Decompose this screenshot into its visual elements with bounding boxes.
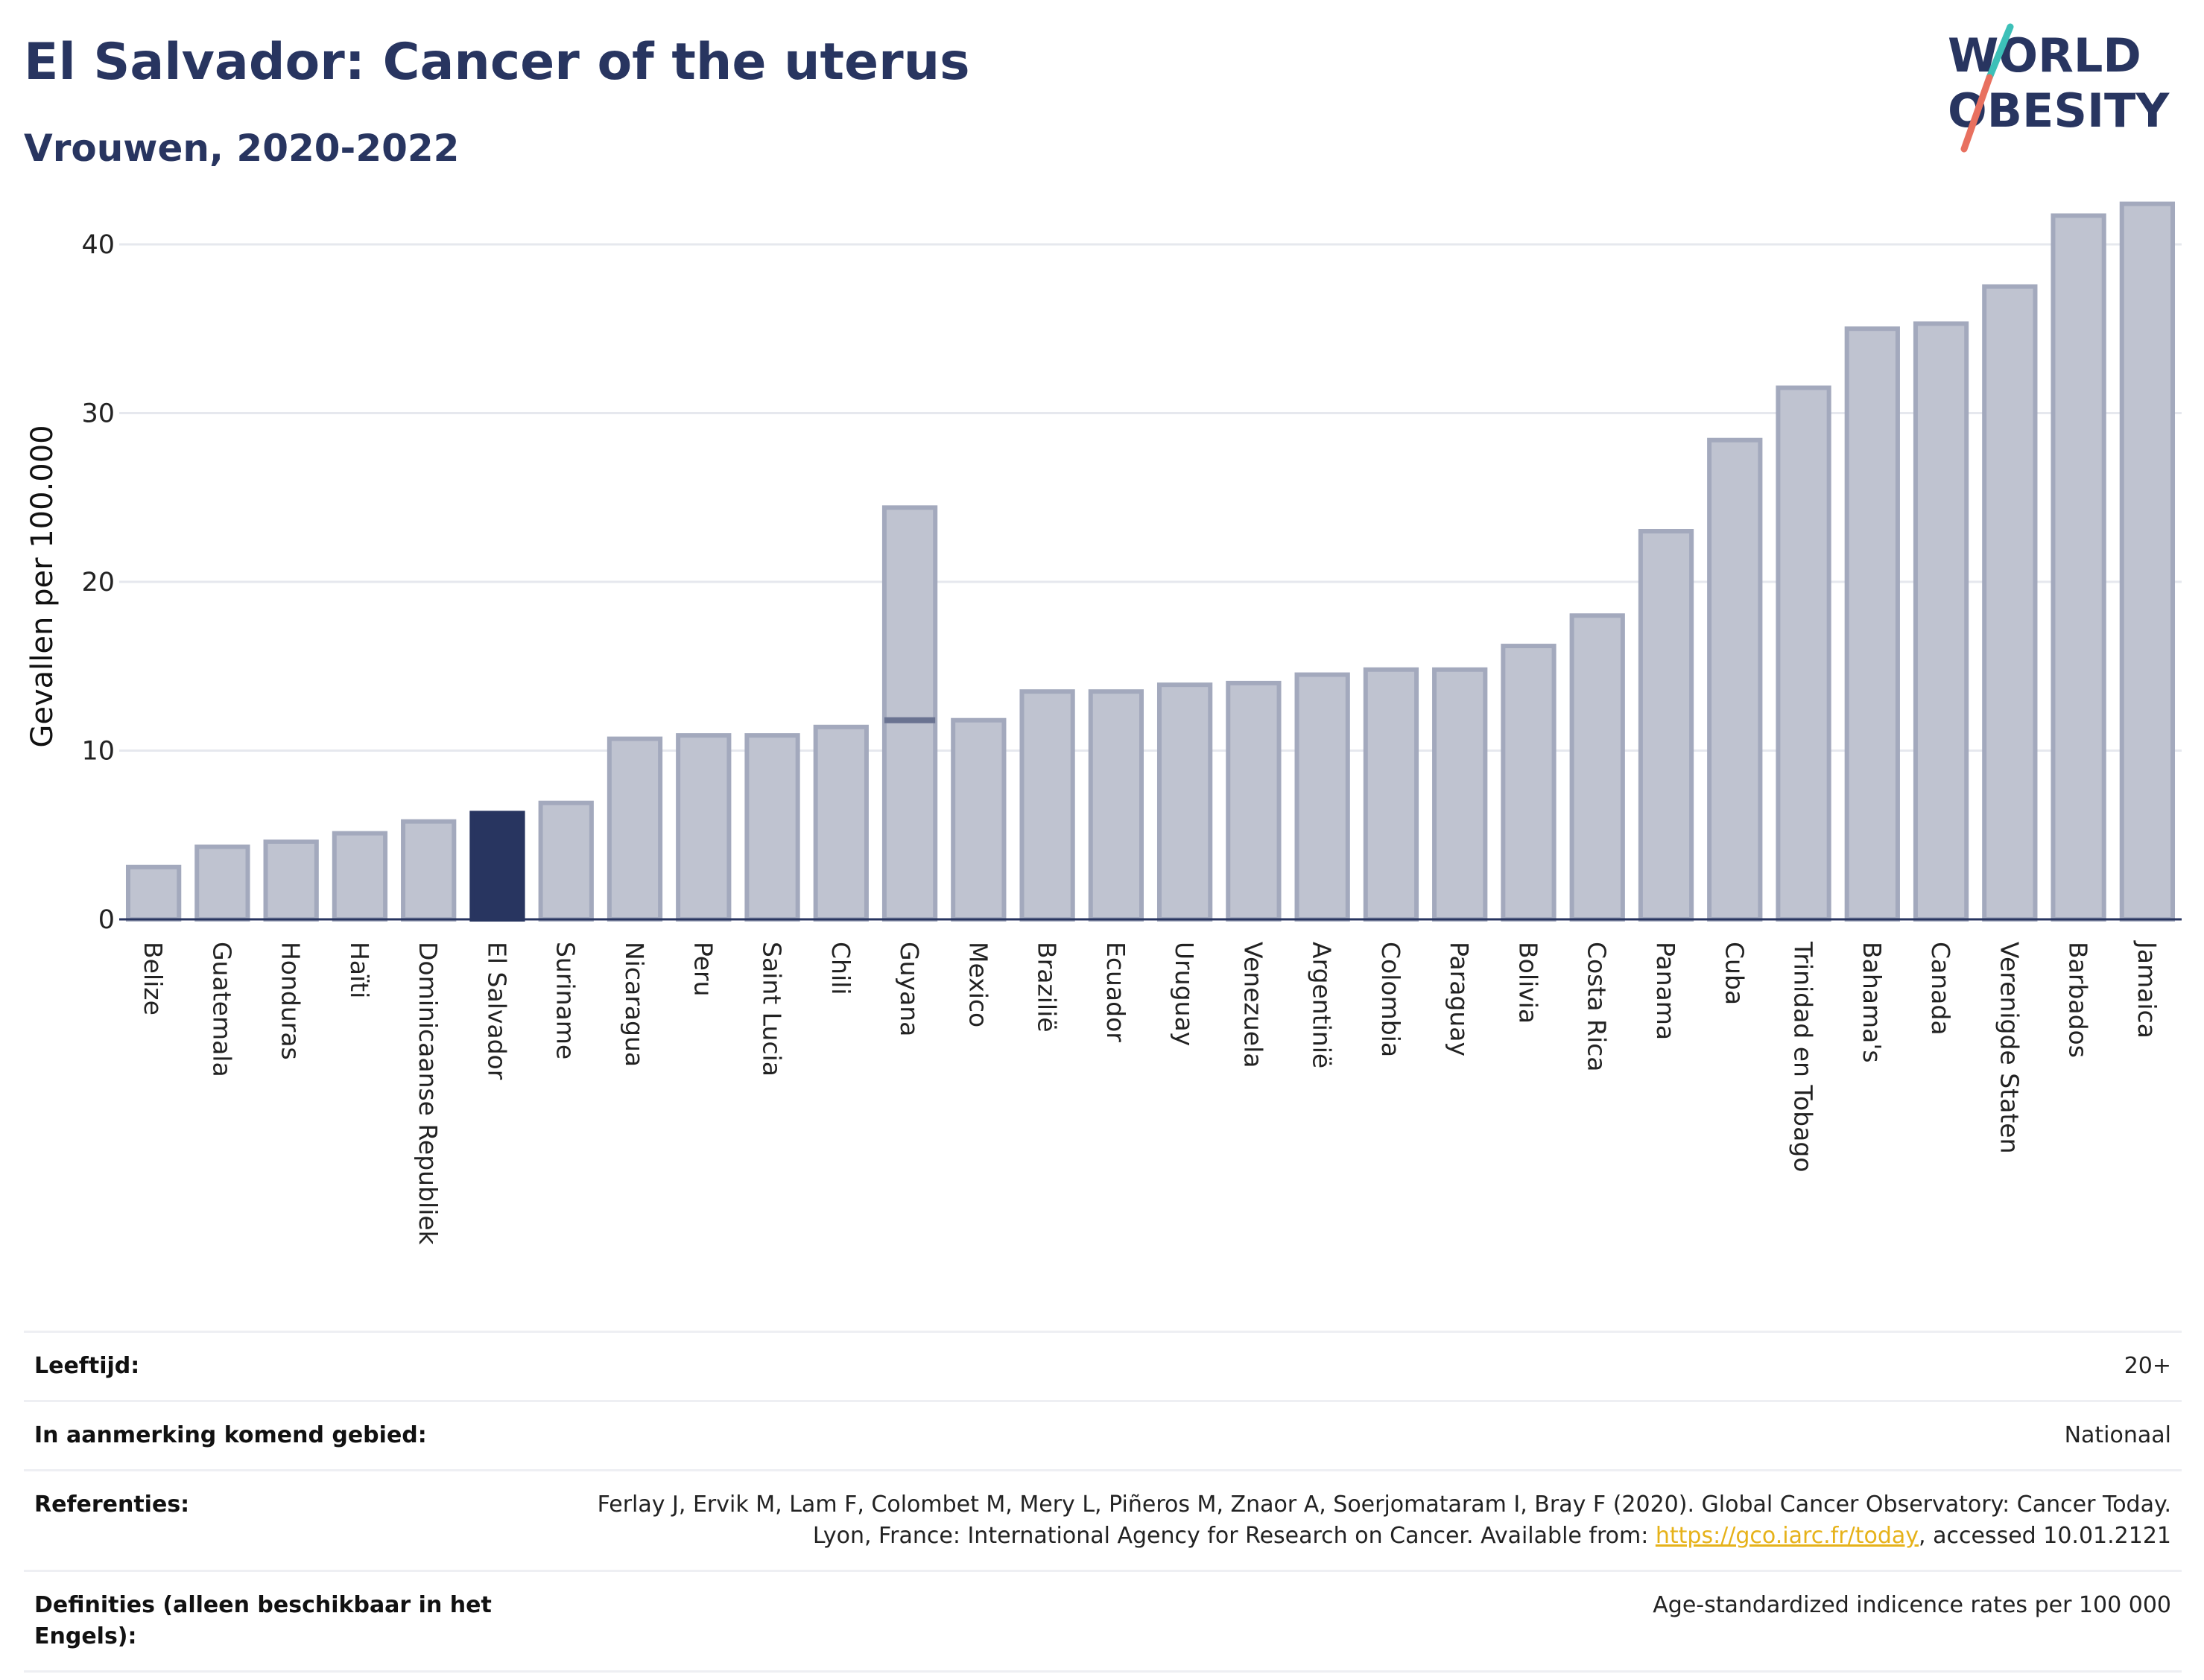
meta-row-definitions: Definities (alleen beschikbaar in het En…	[24, 1570, 2182, 1673]
bar	[1638, 529, 1694, 922]
x-tick-label: Paraguay	[1445, 942, 1474, 1056]
chart-subtitle: Vrouwen, 2020-2022	[24, 127, 460, 170]
bar	[607, 736, 663, 922]
y-axis-title: Gevallen per 100.000	[25, 425, 60, 747]
bar	[1226, 680, 1282, 922]
logo-line1: WORLD	[1948, 28, 2141, 83]
x-tick-label: Haïti	[345, 942, 374, 998]
reference-accessed: , accessed 10.01.2121	[1919, 1523, 2171, 1549]
x-tick-label: Honduras	[276, 942, 305, 1060]
bar	[1156, 682, 1213, 922]
x-tick-label: Saint Lucia	[758, 942, 787, 1077]
x-tick-label: Canada	[1926, 942, 1955, 1036]
y-tick-label: 20	[81, 568, 115, 597]
world-obesity-logo: WORLD OBESITY	[1948, 23, 2170, 153]
x-tick-label: Verenigde Staten	[1995, 942, 2024, 1154]
bar	[881, 505, 938, 922]
bar	[1569, 613, 1625, 922]
x-tick-label: Mexico	[963, 942, 992, 1027]
meta-row-age: Leeftijd: 20+	[24, 1331, 2182, 1400]
bar	[263, 839, 319, 922]
bar	[676, 733, 732, 922]
meta-value: 20+	[2124, 1353, 2171, 1379]
bar	[813, 724, 869, 922]
y-tick-label: 40	[81, 230, 115, 260]
bar	[1294, 672, 1350, 922]
bar	[194, 844, 250, 922]
x-axis-labels: Belize Guatemala Honduras Haïti Dominicaanse…	[139, 940, 2162, 1246]
bar	[125, 864, 182, 922]
bar	[2051, 213, 2106, 922]
x-tick-label: Brazilië	[1033, 942, 1062, 1033]
meta-value: Nationaal	[2064, 1422, 2171, 1448]
reference-text: Ferlay J, Ervik M, Lam F, Colombet M, Me…	[597, 1492, 2171, 1549]
x-tick-label: Argentinië	[1308, 942, 1337, 1068]
bar	[1776, 385, 1831, 922]
y-axis-ticks: 0 10 20 30 40	[81, 230, 115, 935]
reference-link[interactable]: https://gco.iarc.fr/today	[1655, 1523, 1919, 1549]
x-tick-label: Guyana	[895, 942, 924, 1036]
bar	[1088, 689, 1144, 922]
chart-title: El Salvador: Cancer of the uterus	[24, 33, 970, 92]
metadata-table: Leeftijd: 20+ In aanmerking komend gebie…	[24, 1331, 2182, 1673]
meta-row-area: In aanmerking komend gebied: Nationaal	[24, 1400, 2182, 1469]
x-tick-label: Bolivia	[1513, 942, 1542, 1024]
meta-label: Referenties:	[34, 1492, 190, 1518]
x-tick-label: El Salvador	[482, 942, 511, 1080]
x-tick-label: Colombia	[1376, 942, 1405, 1057]
meta-row-references: Referenties: Ferlay J, Ervik M, Lam F, C…	[24, 1469, 2182, 1570]
meta-value: Age-standardized indicence rates per 100…	[1653, 1592, 2171, 1618]
y-tick-label: 30	[81, 399, 115, 428]
x-tick-label: Bahama's	[1858, 942, 1887, 1063]
logo-slash-top	[1986, 23, 2014, 81]
bar	[1844, 326, 1900, 922]
bar	[1707, 437, 1763, 922]
bar	[538, 800, 594, 922]
meta-label: In aanmerking komend gebied:	[34, 1422, 427, 1448]
x-tick-label: Costa Rica	[1583, 942, 1612, 1072]
grid-lines	[119, 243, 2182, 752]
x-tick-label: Trinidad en Tobago	[1789, 941, 1818, 1173]
x-tick-label: Uruguay	[1170, 942, 1199, 1046]
bar	[1913, 321, 1969, 922]
x-tick-label: Belize	[139, 942, 168, 1015]
y-tick-label: 0	[98, 905, 115, 935]
bars	[125, 201, 2176, 922]
x-tick-label: Venezuela	[1238, 942, 1267, 1068]
x-tick-label: Guatemala	[207, 942, 236, 1077]
x-tick-label: Suriname	[551, 942, 580, 1059]
bar	[1982, 284, 2038, 922]
x-tick-label: Ecuador	[1101, 942, 1130, 1042]
bar	[401, 819, 457, 922]
meta-label: Leeftijd:	[34, 1353, 140, 1379]
bar	[469, 811, 525, 922]
x-tick-label: Nicaragua	[620, 942, 649, 1067]
bar	[951, 717, 1007, 922]
x-tick-label: Dominicaanse Republiek	[414, 942, 443, 1246]
x-tick-label: Chili	[826, 942, 855, 995]
x-tick-label: Panama	[1651, 942, 1680, 1040]
bar	[744, 733, 800, 922]
x-tick-label: Cuba	[1720, 942, 1749, 1005]
bar	[1019, 689, 1075, 922]
x-tick-label: Peru	[688, 942, 718, 997]
bar-chart: 0 10 20 30 40 Belize Guatemala Honduras Haïti Do…	[25, 201, 2182, 1246]
bar	[1363, 667, 1419, 922]
bar	[332, 831, 388, 922]
bar	[2119, 201, 2176, 922]
meta-label: Definities (alleen beschikbaar in het En…	[34, 1592, 492, 1649]
meta-value-references: Ferlay J, Ervik M, Lam F, Colombet M, Me…	[569, 1489, 2171, 1552]
logo-slash-bottom	[1960, 74, 1993, 153]
x-tick-label: Jamaica	[2132, 940, 2162, 1039]
bar	[1432, 667, 1488, 922]
bar	[1501, 644, 1557, 922]
x-tick-label: Barbados	[2064, 942, 2093, 1058]
y-tick-label: 10	[81, 736, 115, 766]
